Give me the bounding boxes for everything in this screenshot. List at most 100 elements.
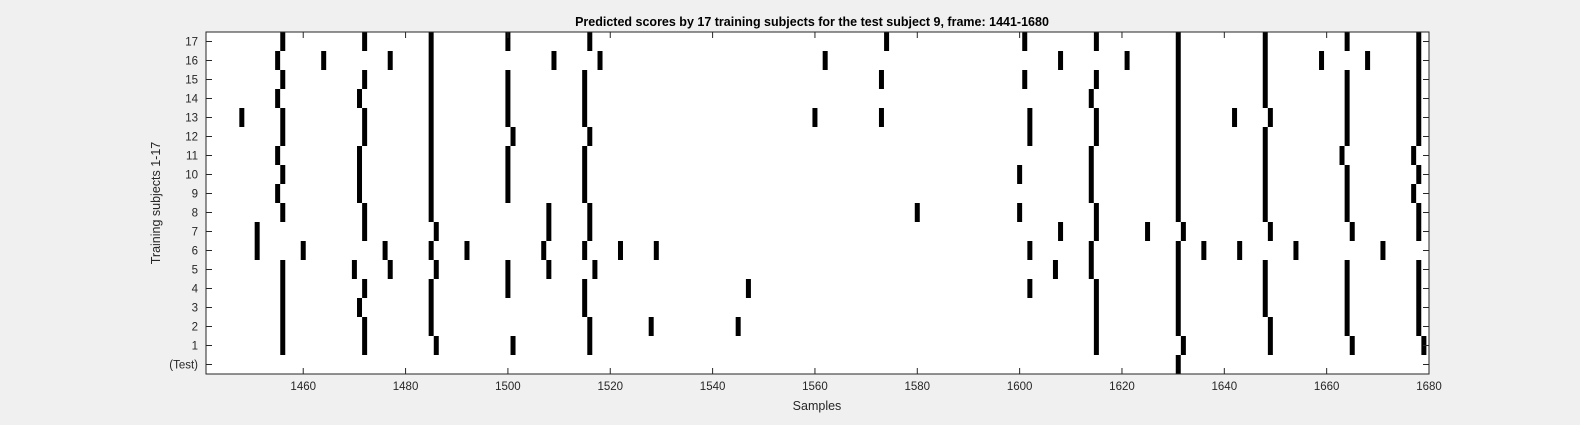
score-mark — [1058, 51, 1064, 70]
score-mark — [587, 317, 593, 336]
ticks-layer: 1460 1480 1500 1520 1540 1560 1580 1600 1620 1640… — [169, 32, 1442, 393]
score-mark — [587, 336, 593, 355]
score-mark — [357, 298, 363, 317]
score-mark — [587, 32, 593, 51]
score-mark — [1093, 108, 1099, 127]
score-mark — [351, 260, 357, 279]
chart-title: Predicted scores by 17 training subjects… — [575, 15, 1049, 29]
score-mark — [1088, 184, 1094, 203]
score-mark — [1093, 336, 1099, 355]
score-mark — [597, 51, 603, 70]
y-tick-label: 16 — [185, 56, 198, 68]
score-mark — [1027, 127, 1033, 146]
score-mark — [1124, 51, 1130, 70]
score-mark — [1262, 32, 1268, 51]
score-mark — [357, 89, 363, 108]
score-mark — [362, 279, 368, 298]
score-mark — [1349, 336, 1355, 355]
score-mark — [1088, 89, 1094, 108]
x-tick-label: 1480 — [393, 381, 419, 393]
x-tick-label: 1560 — [802, 381, 828, 393]
score-mark — [1093, 32, 1099, 51]
score-mark — [1344, 89, 1350, 108]
score-mark — [362, 203, 368, 222]
score-mark — [582, 184, 588, 203]
plot-frame — [205, 31, 1430, 375]
score-mark — [1416, 298, 1422, 317]
score-mark — [582, 70, 588, 89]
score-mark — [1175, 203, 1181, 222]
marks-layer — [239, 32, 1427, 374]
score-mark — [357, 165, 363, 184]
score-mark — [551, 51, 557, 70]
score-mark — [300, 241, 306, 260]
score-mark — [433, 336, 439, 355]
score-mark — [1262, 70, 1268, 89]
score-mark — [1175, 260, 1181, 279]
y-tick-label: 13 — [185, 113, 198, 125]
score-mark — [1175, 108, 1181, 127]
score-mark — [362, 336, 368, 355]
score-mark — [510, 336, 516, 355]
score-mark — [428, 298, 434, 317]
score-mark — [239, 108, 245, 127]
score-mark — [505, 260, 511, 279]
score-mark — [464, 241, 470, 260]
score-mark — [1416, 317, 1422, 336]
x-tick-label: 1600 — [1007, 381, 1033, 393]
score-mark — [505, 89, 511, 108]
score-mark — [1088, 260, 1094, 279]
score-mark — [1237, 241, 1243, 260]
score-mark — [587, 127, 593, 146]
score-mark — [505, 32, 511, 51]
y-tick-label: 4 — [192, 284, 199, 296]
score-mark — [1175, 70, 1181, 89]
score-mark — [275, 184, 281, 203]
score-mark — [280, 279, 286, 298]
score-mark — [1027, 279, 1033, 298]
score-mark — [1262, 127, 1268, 146]
x-axis-label: Samples — [793, 399, 842, 413]
score-mark — [1344, 260, 1350, 279]
x-tick-label: 1540 — [700, 381, 726, 393]
score-mark — [582, 108, 588, 127]
score-mark — [1267, 222, 1273, 241]
score-mark — [1027, 241, 1033, 260]
score-mark — [1175, 184, 1181, 203]
y-tick-label: 15 — [185, 75, 198, 87]
score-mark — [587, 203, 593, 222]
y-tick-label: 17 — [185, 37, 198, 49]
score-mark — [541, 241, 547, 260]
score-mark — [387, 260, 393, 279]
score-mark — [1027, 108, 1033, 127]
score-mark — [280, 336, 286, 355]
score-mark — [546, 203, 552, 222]
score-mark — [822, 51, 828, 70]
score-mark — [433, 222, 439, 241]
score-mark — [1175, 165, 1181, 184]
score-mark — [1319, 51, 1325, 70]
score-mark — [428, 317, 434, 336]
score-mark — [280, 32, 286, 51]
score-mark — [362, 108, 368, 127]
x-tick-label: 1640 — [1212, 381, 1238, 393]
score-mark — [254, 222, 260, 241]
score-mark — [1416, 70, 1422, 89]
score-mark — [1262, 89, 1268, 108]
score-mark — [1262, 165, 1268, 184]
score-mark — [1175, 317, 1181, 336]
score-mark — [1344, 32, 1350, 51]
y-tick-label: 5 — [192, 265, 198, 277]
score-mark — [1022, 70, 1028, 89]
score-mark — [428, 165, 434, 184]
score-mark — [1088, 241, 1094, 260]
score-mark — [1344, 279, 1350, 298]
score-mark — [735, 317, 741, 336]
x-tick-label: 1520 — [597, 381, 623, 393]
score-mark — [1262, 260, 1268, 279]
y-tick-label: 7 — [192, 227, 198, 239]
score-mark — [1416, 222, 1422, 241]
score-mark — [362, 222, 368, 241]
